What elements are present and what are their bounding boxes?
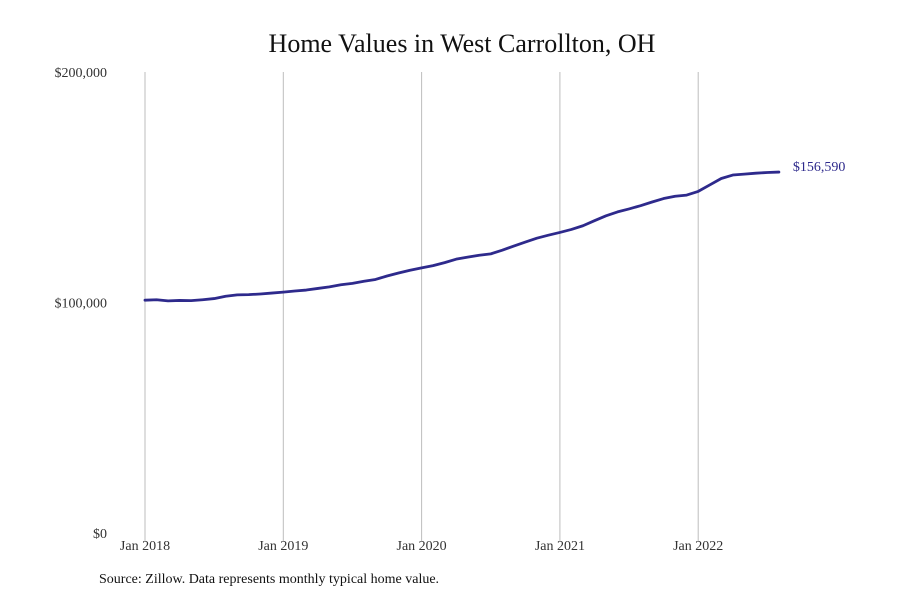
y-axis: $0 $100,000 $200,000: [55, 66, 108, 542]
y-tick-label: $200,000: [55, 66, 108, 81]
series-line-0: [143, 170, 781, 303]
x-tick-label: Jan 2019: [258, 539, 308, 554]
series-end-label: $156,590: [793, 160, 846, 175]
y-tick-label: $0: [93, 527, 107, 542]
chart-title: Home Values in West Carrollton, OH: [269, 29, 656, 58]
x-tick-label: Jan 2021: [535, 539, 585, 554]
y-tick-label: $100,000: [55, 297, 108, 312]
line-chart: Home Values in West Carrollton, OH $0 $10…: [55, 29, 846, 554]
grid-lines: [144, 72, 699, 541]
x-tick-label: Jan 2022: [673, 539, 723, 554]
series-layer: $156,590: [143, 160, 846, 303]
x-axis: Jan 2018 Jan 2019 Jan 2020 Jan 2021 Jan 2022: [120, 539, 723, 554]
x-tick-label: Jan 2018: [120, 539, 170, 554]
x-tick-label: Jan 2020: [397, 539, 447, 554]
source-note: Source: Zillow. Data represents monthly …: [99, 572, 440, 587]
